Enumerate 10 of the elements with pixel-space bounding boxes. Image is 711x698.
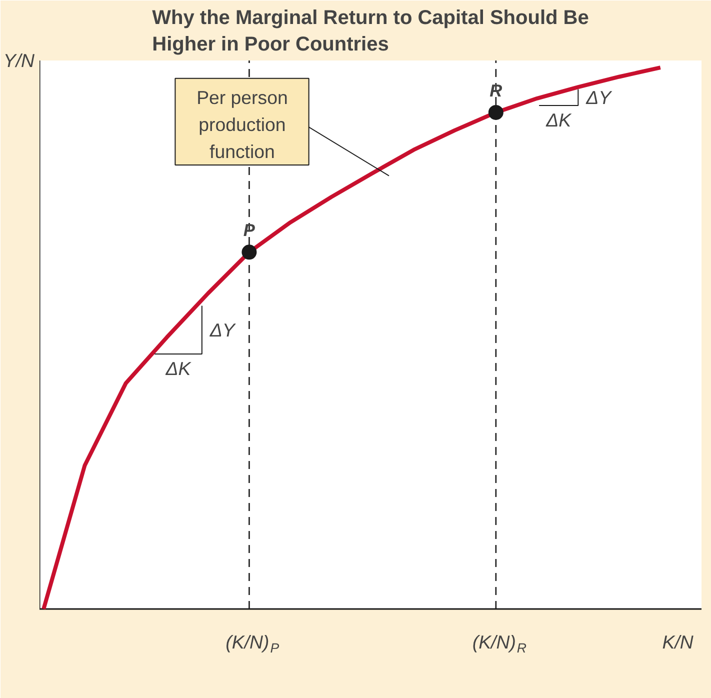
annotation: ΔY — [585, 86, 613, 108]
annotation: ΔY — [208, 319, 236, 340]
annotation: ΔK — [164, 358, 192, 379]
x-axis-title: K/N — [662, 631, 694, 652]
annotation: P — [243, 220, 256, 240]
annotation: R — [490, 80, 503, 100]
annotation: ΔK — [545, 109, 573, 130]
chart-title: Why the Marginal Return to Capital Should Be Higher in Poor Countries — [152, 7, 589, 56]
y-axis-title: Y/N — [3, 50, 36, 71]
annotation: Per person production function — [196, 86, 288, 162]
